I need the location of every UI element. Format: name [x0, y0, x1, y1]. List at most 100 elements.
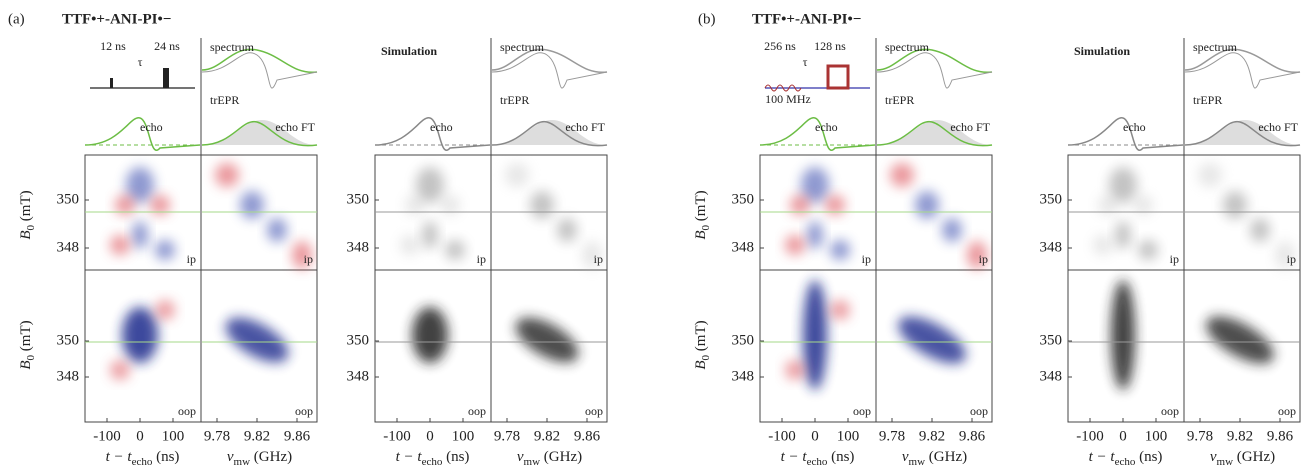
x-tick-label: 0: [1119, 428, 1127, 444]
trace-label: echo FT: [275, 120, 315, 134]
x-tick-label: -100: [1076, 428, 1104, 444]
blob: [1115, 221, 1131, 249]
blob: [412, 307, 448, 363]
x-axis-label: t − techo (ns): [106, 449, 180, 467]
label-sub: 0: [700, 224, 712, 230]
label-unit: (ns): [827, 449, 854, 465]
y-tick-label: 350: [1040, 332, 1063, 348]
echo-ft: [1184, 120, 1301, 147]
trace-label: trEPR: [500, 93, 529, 107]
x-axis-label: νmw (GHz): [1210, 449, 1275, 467]
blob: [122, 307, 158, 363]
label-main: B: [18, 230, 34, 239]
pulse-label: τ: [803, 55, 808, 69]
y-tick-label: 350: [57, 332, 80, 348]
heatmap: [877, 163, 992, 364]
x-axis-label: νmw (GHz): [902, 449, 967, 467]
heatmap: [1068, 167, 1183, 390]
trace-label: trEPR: [1193, 93, 1222, 107]
x-tick-label: 9.86: [574, 428, 601, 444]
pulse-label: 256 ns: [764, 39, 796, 53]
x-tick-label: 9.82: [1227, 428, 1253, 444]
panel-title: TTF•+-ANI-PI•−: [62, 11, 171, 27]
blob: [422, 221, 438, 249]
x-tick-label: -100: [768, 428, 796, 444]
blob: [890, 163, 914, 187]
echo-trace: [1067, 117, 1184, 151]
y-tick-label: 348: [732, 368, 755, 384]
shade: [202, 120, 317, 145]
label-main: B: [693, 230, 709, 239]
pulse-label: 12 ns: [100, 39, 126, 53]
blob: [801, 167, 829, 203]
y-tick-label: 348: [347, 239, 370, 255]
shade: [492, 120, 607, 145]
x-tick-label: 9.86: [1267, 428, 1294, 444]
pulse-label: 24 ns: [154, 39, 180, 53]
spectrum: [1184, 48, 1301, 73]
label-unit: (mT): [693, 190, 709, 225]
label-unit: (mT): [693, 320, 709, 355]
trace-label: trEPR: [885, 93, 914, 107]
label-sub: 0: [25, 224, 37, 230]
heatmap: [492, 163, 607, 363]
pulse: [826, 64, 850, 90]
label-main: t − t: [106, 449, 133, 465]
echo-trace: [84, 117, 201, 151]
trepr: [876, 52, 993, 89]
x-tick-label: -100: [383, 428, 411, 444]
x-axis-label: t − techo (ns): [396, 449, 470, 467]
label-unit: (GHz): [1233, 449, 1275, 465]
heatmap: [202, 163, 317, 363]
blob: [557, 218, 577, 242]
pulse-label: 100 MHz: [765, 92, 811, 106]
label-main: ν: [902, 449, 909, 465]
blob: [898, 316, 966, 364]
trace-label: echo: [140, 120, 163, 134]
trace-label: spectrum: [210, 40, 255, 54]
label-unit: (ns): [152, 449, 179, 465]
y-tick-label: 350: [347, 191, 370, 207]
trace-label: echo FT: [565, 120, 605, 134]
blob: [505, 163, 529, 187]
blob: [240, 191, 264, 219]
y-tick-label: 350: [1040, 191, 1063, 207]
blob: [126, 167, 154, 203]
blob: [1111, 280, 1135, 390]
x-tick-label: 0: [426, 428, 434, 444]
blob: [967, 241, 987, 269]
x-axis-label: t − techo (ns): [781, 449, 855, 467]
blob: [150, 195, 170, 215]
heatmap: [1185, 163, 1300, 364]
label-sub: echo: [1115, 456, 1136, 468]
spectrum: [201, 48, 318, 73]
label-main: B: [18, 360, 34, 369]
label-unit: (GHz): [250, 449, 292, 465]
heatmap: [760, 167, 875, 390]
x-tick-label: 100: [1145, 428, 1168, 444]
blob: [225, 317, 289, 363]
label-unit: (mT): [18, 320, 34, 355]
x-tick-label: 9.82: [919, 428, 945, 444]
blob: [400, 235, 420, 255]
y-tick-label: 348: [57, 368, 80, 384]
trace-label: echo: [430, 120, 453, 134]
label-unit: (GHz): [540, 449, 582, 465]
echo-ft: [491, 120, 608, 147]
blob: [785, 360, 805, 380]
echo-ft: [201, 120, 318, 147]
x-tick-label: 9.78: [494, 428, 520, 444]
label-sub: 0: [25, 354, 37, 360]
blob: [1133, 195, 1153, 215]
row-label: oop: [1161, 404, 1179, 418]
y-tick-label: 350: [732, 191, 755, 207]
x-tick-label: 9.78: [204, 428, 230, 444]
blob: [825, 195, 845, 215]
y-tick-label: 348: [732, 239, 755, 255]
blob: [215, 163, 239, 187]
panel-label: (b): [698, 11, 716, 27]
panel-title: TTF•+-ANI-PI•−: [752, 11, 861, 27]
trepr: [491, 52, 608, 89]
row-label: oop: [853, 404, 871, 418]
blob: [1198, 163, 1222, 187]
